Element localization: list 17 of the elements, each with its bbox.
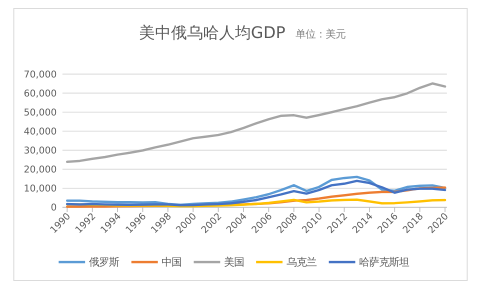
y-tick-label: 50,000 xyxy=(24,107,57,118)
legend-label: 哈萨克斯坦 xyxy=(359,256,410,269)
legend-label: 美国 xyxy=(224,256,244,269)
chart-title: 美中俄乌哈人均GDP xyxy=(138,23,286,42)
line-series xyxy=(66,82,446,164)
legend-label: 乌克兰 xyxy=(286,256,316,269)
y-tick-label: 70,000 xyxy=(24,69,57,80)
y-tick-label: 10,000 xyxy=(24,184,57,195)
legend-label: 中国 xyxy=(162,256,182,269)
y-tick-label: 20,000 xyxy=(24,164,57,176)
line-series xyxy=(66,198,446,208)
y-tick-label: 30,000 xyxy=(24,146,57,157)
y-tick-label: 40,000 xyxy=(24,126,57,138)
chart-subtitle: 单位：美元 xyxy=(295,28,346,40)
y-tick-label: 60,000 xyxy=(24,88,57,100)
legend-label: 俄罗斯 xyxy=(88,256,119,269)
y-tick-label: 0 xyxy=(50,202,57,214)
